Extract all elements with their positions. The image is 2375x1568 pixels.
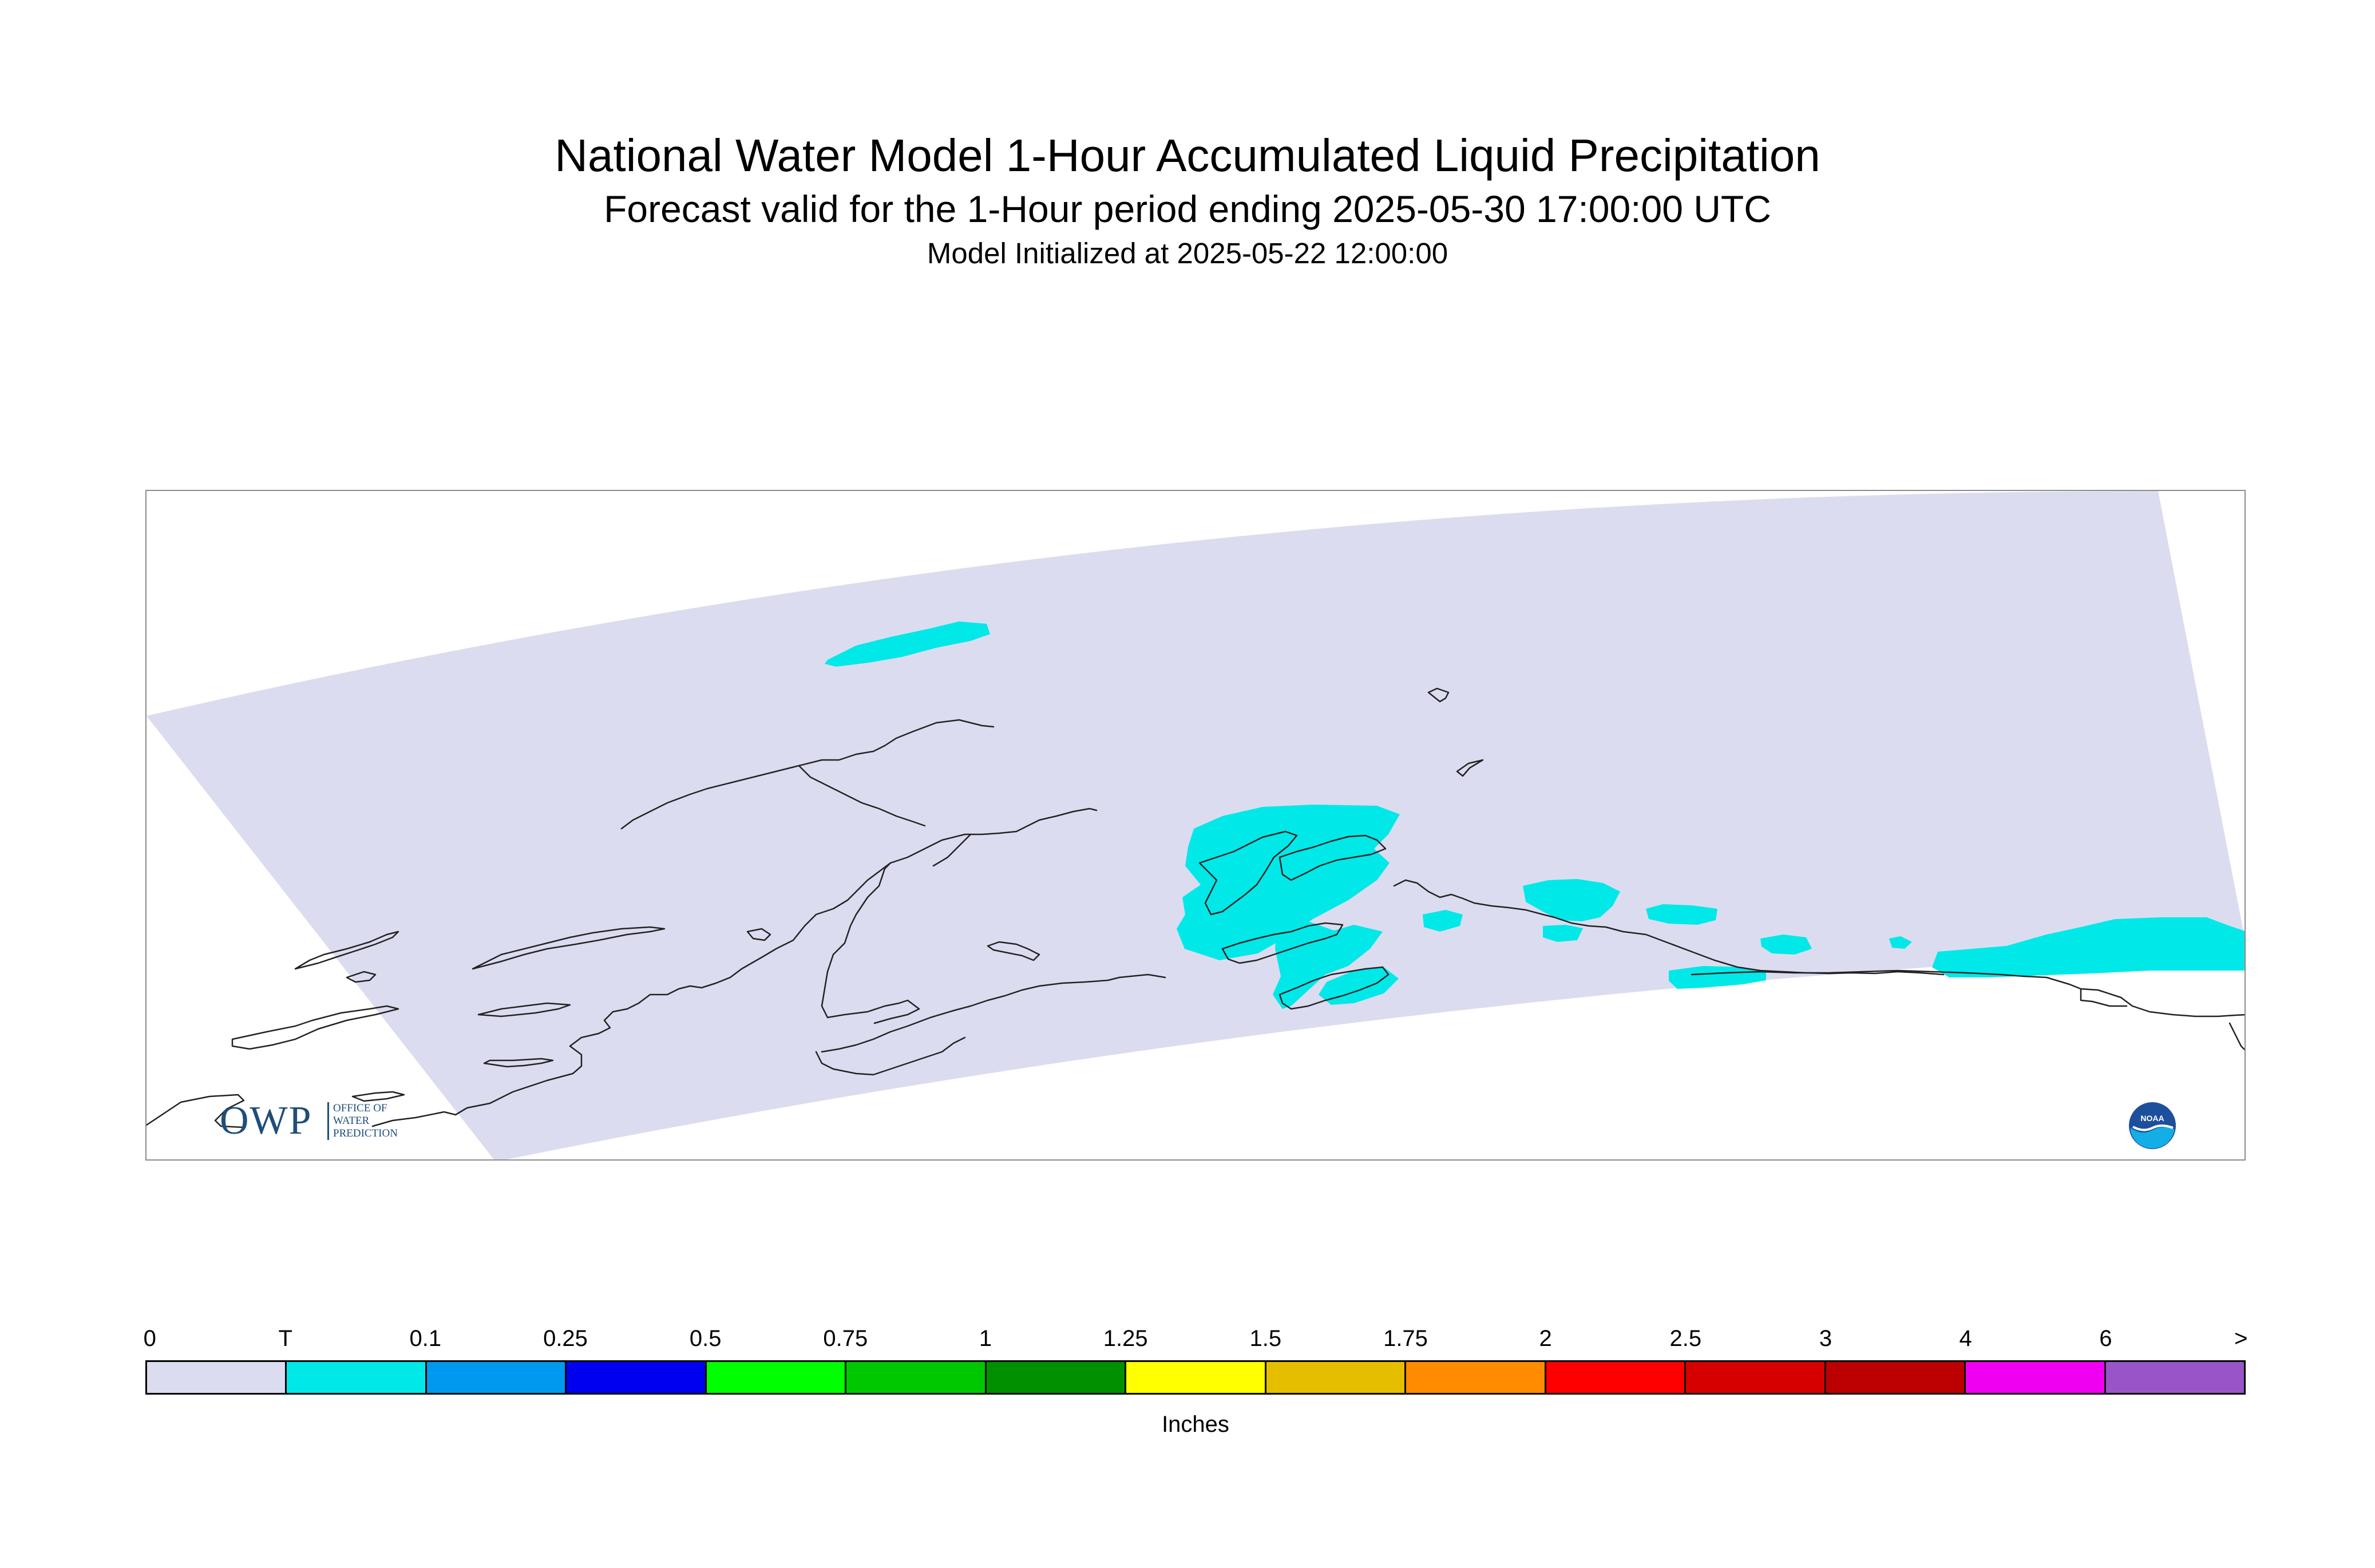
legend-swatch [1126, 1362, 1266, 1393]
legend-tick-label: 1.25 [1103, 1326, 1148, 1351]
owp-line-3: PREDICTION [333, 1127, 398, 1139]
coast-mainland-north [371, 807, 1098, 1127]
forecast-valid-subtitle: Forecast valid for the 1-Hour period end… [604, 188, 1771, 230]
coast-arctic-river [932, 833, 972, 867]
coast-mainland-west2 [294, 930, 399, 970]
coast-peninsula-south [815, 1036, 966, 1076]
legend-tick-label: 1.75 [1383, 1326, 1428, 1351]
coast-arctic-1 [1427, 687, 1450, 703]
legend-swatch [706, 1362, 847, 1393]
coast-islands-west [483, 1058, 554, 1068]
coast-interior-river [935, 719, 995, 728]
legend-swatch [2105, 1362, 2245, 1393]
legend-tick-label: 2.5 [1669, 1326, 1702, 1351]
owp-line-2: WATER [333, 1115, 370, 1127]
legend-swatch [147, 1362, 287, 1393]
legend-tick-label: 0.25 [543, 1326, 588, 1351]
coast-kenai [1198, 830, 1298, 916]
legend-swatch [1966, 1362, 2106, 1393]
legend-tick-label: > [2234, 1326, 2248, 1351]
trace-precip-areas [825, 621, 2245, 1009]
legend-colorbar [145, 1360, 2246, 1395]
legend-swatch [1826, 1362, 1966, 1393]
border-canada [1691, 969, 2245, 1017]
legend-tick-label: 0.5 [689, 1326, 722, 1351]
coast-norton-sound [821, 862, 892, 1019]
precip-area-kodiak [1319, 967, 1399, 1005]
legend-tick-label: T [278, 1326, 292, 1351]
coast-kuskokwim [798, 765, 926, 827]
coast-kodiak [1278, 966, 1390, 1010]
coast-island-2 [477, 1002, 571, 1017]
map-panel: OWP OFFICE OF WATER PREDICTION NOAA [145, 490, 2246, 1161]
coast-alaska-peninsula [821, 973, 1166, 1053]
legend-swatch [986, 1362, 1127, 1393]
coast-yukon-delta [620, 722, 937, 830]
coast-panhandle-2 [2228, 1022, 2245, 1051]
coast-st-lawrence [472, 926, 666, 970]
legend-tick-label: 0.75 [823, 1326, 868, 1351]
coast-bering-strait [231, 1005, 399, 1050]
coast-gulf-2 [1553, 916, 1945, 976]
precip-area-east-4 [1543, 925, 1583, 942]
legend-tick-label: 0.1 [409, 1326, 442, 1351]
coastlines [147, 687, 2245, 1129]
model-domain-area [147, 491, 2245, 1159]
alaska-precip-map [147, 491, 2245, 1159]
coast-st-matthew [346, 971, 377, 983]
precip-area-east-3 [1646, 904, 1717, 925]
coast-cook-inlet [1278, 834, 1387, 881]
coast-island-1 [351, 1091, 405, 1102]
legend-swatch [1686, 1362, 1826, 1393]
coast-arctic-2 [1456, 759, 1484, 777]
legend-tick-label: 6 [2099, 1326, 2112, 1351]
legend-swatch [1266, 1362, 1407, 1393]
precip-area-north [825, 621, 990, 667]
coast-mainland-west [147, 1094, 245, 1129]
noaa-emblem-icon: NOAA [2129, 1102, 2176, 1149]
precip-area-east-5 [1760, 935, 1812, 955]
owp-logo: OWP OFFICE OF WATER PREDICTION [220, 1099, 437, 1145]
coast-prince-william [1221, 922, 1344, 964]
legend-tick-label: 1.5 [1249, 1326, 1282, 1351]
precip-area-east-6 [1889, 936, 1912, 949]
legend-tick-label: 2 [1539, 1326, 1552, 1351]
legend-swatch [1406, 1362, 1546, 1393]
legend-tick-label: 4 [1959, 1326, 1972, 1351]
owp-letters: OWP [220, 1099, 312, 1143]
coast-nunivak [746, 928, 771, 941]
owp-divider [327, 1102, 329, 1140]
precip-area-panhandle [1932, 917, 2245, 977]
coast-gulf [1393, 879, 1555, 918]
legend-units: Inches [1162, 1412, 1229, 1437]
legend-swatch [426, 1362, 567, 1393]
legend-tick-label: 3 [1819, 1326, 1832, 1351]
coast-panhandle [2080, 988, 2128, 1007]
precip-area-east-2 [1523, 879, 1620, 921]
legend-tick-label: 0 [143, 1326, 156, 1351]
model-init-line: Model Initialized at 2025-05-22 12:00:00 [927, 237, 1448, 270]
map-title: National Water Model 1-Hour Accumulated … [555, 130, 1820, 181]
noaa-text: NOAA [2140, 1114, 2164, 1123]
precip-area-west-central [1177, 805, 1400, 960]
legend-swatch [846, 1362, 987, 1393]
noaa-logo: NOAA [2128, 1102, 2176, 1150]
precip-legend: 0 T 0.1 0.25 0.5 0.75 1 1.25 1.5 1.75 2 2.5 3 4 6 > Inc… [143, 1325, 2248, 1445]
owp-line-1: OFFICE OF [333, 1102, 387, 1114]
legend-tick-label: 1 [979, 1326, 992, 1351]
legend-swatch [567, 1362, 707, 1393]
legend-swatch [287, 1362, 427, 1393]
coast-mainland-southwest [826, 999, 920, 1024]
precip-area-east-1 [1423, 910, 1463, 932]
legend-swatch [1546, 1362, 1687, 1393]
coast-bristol [987, 941, 1040, 961]
owp-text: OFFICE OF WATER PREDICTION [333, 1102, 398, 1140]
